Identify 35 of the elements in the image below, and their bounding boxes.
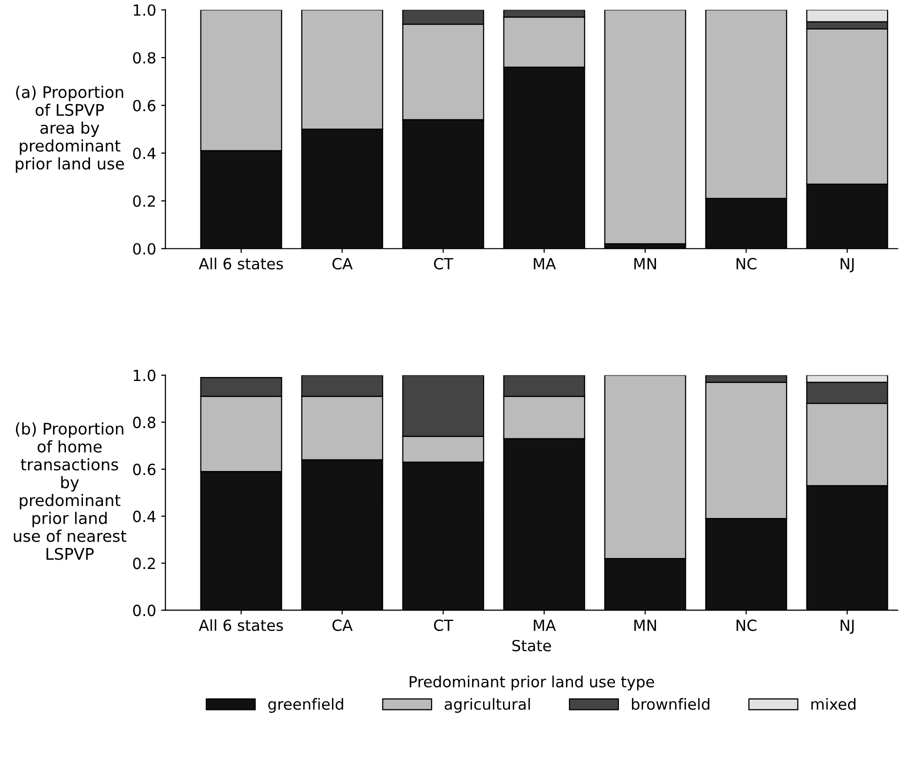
x-tick-label: NC (736, 258, 756, 270)
y-tick-label: 0.8 (133, 416, 156, 428)
x-tick-label: MN (634, 258, 656, 270)
legend-label: mixed (811, 698, 856, 710)
x-tick-label: NJ (840, 258, 854, 272)
y-tick-label: 1.0 (134, 370, 156, 382)
y-tick-label: 0.0 (133, 604, 156, 616)
x-tick-label: CA (332, 258, 353, 270)
bar (604, 10, 686, 244)
x-axis-title: State (512, 640, 551, 652)
legend-label: agricultural (444, 698, 530, 713)
x-tick-label: CA (332, 619, 353, 632)
y-axis-title: (b) Proportion of home transactions by predominant prior land use of nearest LSPVP (14, 422, 126, 560)
x-tick-label: NJ (840, 620, 854, 634)
x-tick-label: CT (434, 619, 454, 632)
y-tick-label: 0.4 (133, 148, 156, 160)
x-tick-label: NC (736, 619, 756, 632)
legend-label: greenfield (268, 698, 344, 713)
y-tick-label: 0.0 (133, 243, 156, 255)
x-tick-label: MN (634, 620, 656, 631)
x-tick-label: CT (434, 258, 454, 270)
y-tick-label: 0.6 (133, 464, 156, 476)
y-tick-label: 0.2 (133, 195, 155, 207)
y-tick-label: 1.0 (134, 4, 156, 16)
y-tick-label: 0.6 (133, 100, 156, 112)
x-tick-label: MA (534, 620, 556, 631)
legend-label: brownfield (632, 698, 710, 710)
x-tick-label: All 6 states (198, 619, 283, 632)
legend-title: Predominant prior land use type (410, 676, 654, 690)
y-tick-label: 0.8 (133, 52, 156, 64)
y-axis-title: (a) Proportion of LSPVP area by predominant prior land use (16, 86, 124, 173)
y-tick-label: 0.2 (133, 558, 155, 570)
y-tick-label: 0.4 (133, 510, 156, 522)
x-tick-label: MA (534, 258, 556, 270)
x-tick-label: All 6 states (198, 258, 283, 270)
